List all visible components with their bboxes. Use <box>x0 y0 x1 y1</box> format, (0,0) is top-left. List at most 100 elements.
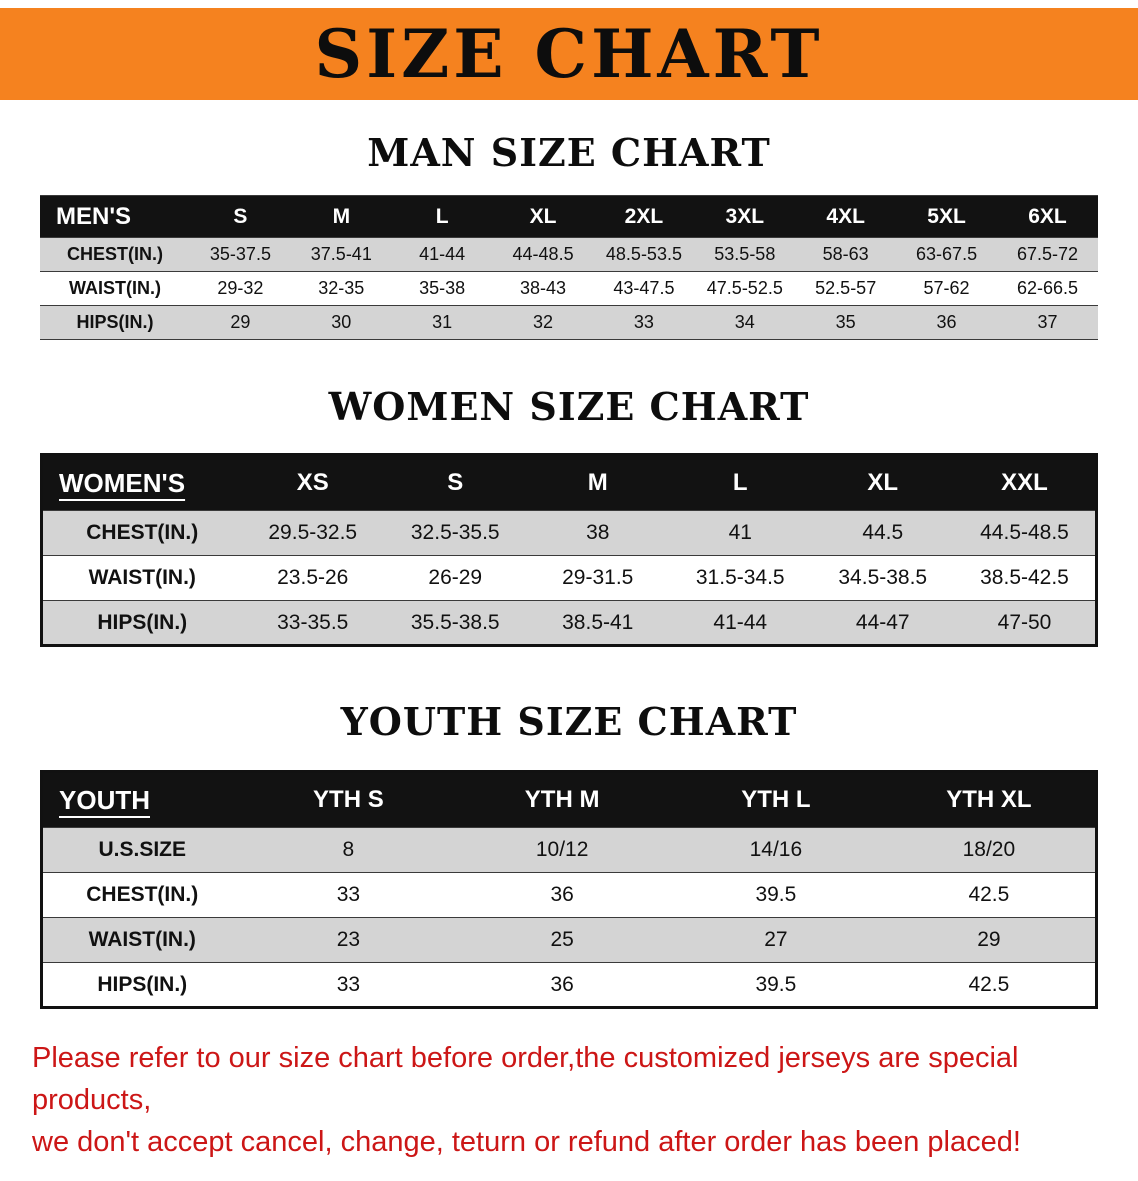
size-header-cell: 4XL <box>795 195 897 238</box>
size-header-cell: M <box>290 195 392 238</box>
size-header-cell: 5XL <box>896 195 997 238</box>
size-value-cell: 33-35.5 <box>241 600 384 646</box>
size-value-cell: 29.5-32.5 <box>241 510 384 556</box>
measurement-label: HIPS(IN.) <box>40 305 190 340</box>
size-value-cell: 35-37.5 <box>190 237 291 272</box>
size-value-cell: 38.5-42.5 <box>954 555 1097 601</box>
table-row: WAIST(IN.) 23 25 27 29 <box>41 917 1097 963</box>
measurement-label: CHEST(IN.) <box>40 237 190 272</box>
size-value-cell: 33 <box>593 305 695 340</box>
size-value-cell: 44.5 <box>811 510 954 556</box>
size-value-cell: 10/12 <box>455 827 669 873</box>
size-value-cell: 44-48.5 <box>492 237 594 272</box>
size-value-cell: 29 <box>882 917 1097 963</box>
size-value-cell: 36 <box>455 872 669 918</box>
table-row: HIPS(IN.) 33-35.5 35.5-38.5 38.5-41 41-44 44-… <box>41 600 1097 646</box>
table-title-cell: MEN'S <box>40 195 190 238</box>
size-value-cell: 29-31.5 <box>526 555 669 601</box>
content: MAN SIZE CHART MEN'S S M L XL 2XL 3XL 4XL 5XL 6XL… <box>0 130 1138 1009</box>
table-row: HIPS(IN.) 29 30 31 32 33 34 35 36 37 <box>40 305 1098 340</box>
size-value-cell: 35 <box>795 305 897 340</box>
size-value-cell: 35-38 <box>391 271 493 306</box>
size-value-cell: 52.5-57 <box>795 271 897 306</box>
size-header-cell: 3XL <box>694 195 796 238</box>
size-value-cell: 44-47 <box>811 600 954 646</box>
table-row: HIPS(IN.) 33 36 39.5 42.5 <box>41 962 1097 1008</box>
size-value-cell: 47-50 <box>954 600 1097 646</box>
men-size-table: MEN'S S M L XL 2XL 3XL 4XL 5XL 6XL CHEST(IN.) 35-37… <box>40 195 1098 340</box>
size-value-cell: 36 <box>896 305 997 340</box>
youth-size-table: YOUTH YTH S YTH M YTH L YTH XL U.S.SIZE 8 10/12… <box>40 770 1098 1009</box>
table-row: U.S.SIZE 8 10/12 14/16 18/20 <box>41 827 1097 873</box>
size-value-cell: 33 <box>241 872 456 918</box>
size-value-cell: 58-63 <box>795 237 897 272</box>
note-line-1: Please refer to our size chart before or… <box>32 1042 1019 1117</box>
size-header-cell: YTH S <box>241 771 456 828</box>
measurement-label: U.S.SIZE <box>41 827 242 873</box>
size-value-cell: 27 <box>669 917 883 963</box>
size-header-cell: L <box>391 195 493 238</box>
size-value-cell: 43-47.5 <box>593 271 695 306</box>
table-title-cell: WOMEN'S <box>41 454 242 511</box>
size-value-cell: 57-62 <box>896 271 997 306</box>
size-value-cell: 25 <box>455 917 669 963</box>
measurement-label: CHEST(IN.) <box>41 510 242 556</box>
size-value-cell: 39.5 <box>669 962 883 1008</box>
footer-note: Please refer to our size chart before or… <box>0 1037 1138 1181</box>
table-header-row: MEN'S S M L XL 2XL 3XL 4XL 5XL 6XL <box>40 195 1098 238</box>
size-value-cell: 31.5-34.5 <box>669 555 812 601</box>
size-header-cell: XL <box>492 195 594 238</box>
size-value-cell: 31 <box>391 305 493 340</box>
size-header-cell: XL <box>811 454 954 511</box>
size-value-cell: 34.5-38.5 <box>811 555 954 601</box>
youth-size-heading: YOUTH SIZE CHART <box>340 699 798 744</box>
size-value-cell: 37.5-41 <box>290 237 392 272</box>
measurement-label: WAIST(IN.) <box>41 917 242 963</box>
table-title-cell: YOUTH <box>41 771 242 828</box>
size-value-cell: 23 <box>241 917 456 963</box>
size-value-cell: 39.5 <box>669 872 883 918</box>
size-value-cell: 67.5-72 <box>997 237 1098 272</box>
note-line-2: we don't accept cancel, change, teturn o… <box>32 1126 1021 1159</box>
banner: SIZE CHART <box>0 8 1138 100</box>
table-header-row: WOMEN'S XS S M L XL XXL <box>41 454 1097 511</box>
size-value-cell: 38-43 <box>492 271 594 306</box>
size-value-cell: 41-44 <box>391 237 493 272</box>
size-value-cell: 41 <box>669 510 812 556</box>
size-header-cell: M <box>526 454 669 511</box>
size-value-cell: 37 <box>997 305 1098 340</box>
size-value-cell: 33 <box>241 962 456 1008</box>
size-value-cell: 32.5-35.5 <box>384 510 527 556</box>
section-women: WOMEN SIZE CHART WOMEN'S XS S M L XL XXL CHEST(… <box>0 384 1138 647</box>
size-header-cell: YTH XL <box>882 771 1097 828</box>
size-value-cell: 8 <box>241 827 456 873</box>
men-size-heading: MAN SIZE CHART <box>367 130 771 175</box>
size-header-cell: 6XL <box>997 195 1098 238</box>
size-value-cell: 36 <box>455 962 669 1008</box>
size-header-cell: S <box>384 454 527 511</box>
size-value-cell: 41-44 <box>669 600 812 646</box>
size-header-cell: 2XL <box>593 195 695 238</box>
size-value-cell: 62-66.5 <box>997 271 1098 306</box>
size-header-cell: S <box>190 195 291 238</box>
size-value-cell: 38.5-41 <box>526 600 669 646</box>
size-value-cell: 38 <box>526 510 669 556</box>
table-row: WAIST(IN.) 23.5-26 26-29 29-31.5 31.5-34.5 34… <box>41 555 1097 601</box>
women-size-table: WOMEN'S XS S M L XL XXL CHEST(IN.) 29.5-32.5 32.5… <box>40 453 1098 647</box>
size-value-cell: 32 <box>492 305 594 340</box>
measurement-label: HIPS(IN.) <box>41 600 242 646</box>
size-value-cell: 14/16 <box>669 827 883 873</box>
size-value-cell: 29 <box>190 305 291 340</box>
women-size-heading: WOMEN SIZE CHART <box>328 384 810 429</box>
measurement-label: HIPS(IN.) <box>41 962 242 1008</box>
size-value-cell: 63-67.5 <box>896 237 997 272</box>
size-value-cell: 18/20 <box>882 827 1097 873</box>
size-value-cell: 34 <box>694 305 796 340</box>
size-header-cell: YTH M <box>455 771 669 828</box>
section-men: MAN SIZE CHART MEN'S S M L XL 2XL 3XL 4XL 5XL 6XL… <box>0 130 1138 340</box>
measurement-label: WAIST(IN.) <box>40 271 190 306</box>
size-header-cell: XS <box>241 454 384 511</box>
table-row: CHEST(IN.) 29.5-32.5 32.5-35.5 38 41 44.5 44.5… <box>41 510 1097 556</box>
page-title: SIZE CHART <box>314 15 824 93</box>
